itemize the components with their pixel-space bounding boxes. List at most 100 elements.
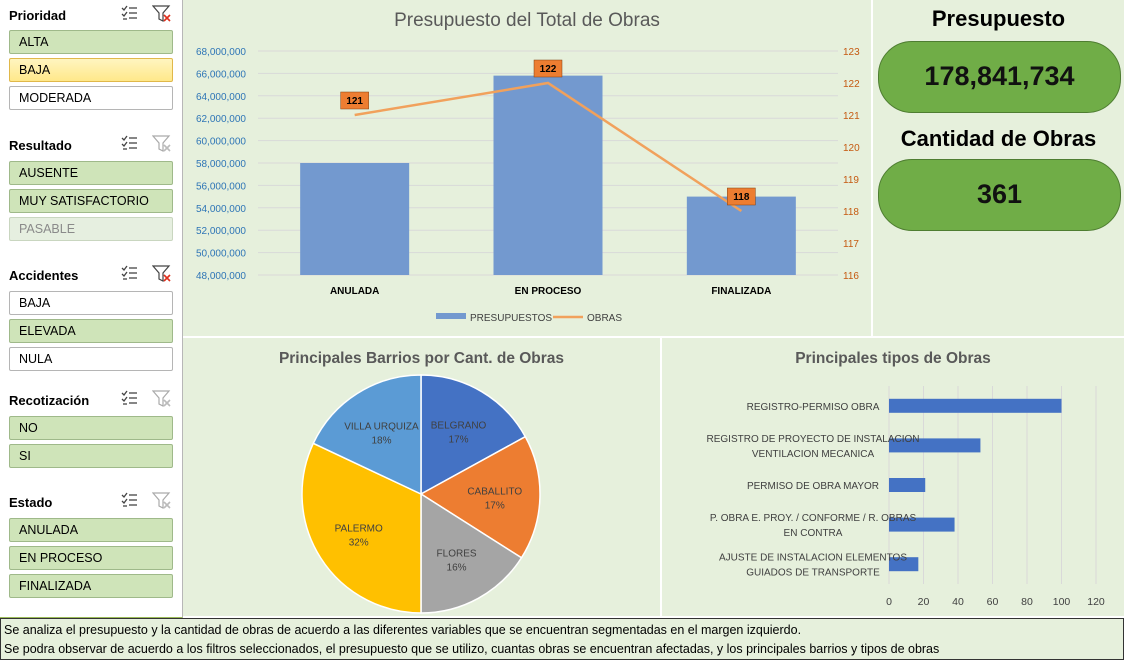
y-tick-label: 60,000,000	[196, 137, 246, 148]
pie-slice	[419, 435, 541, 559]
count-kpi-value: 361	[878, 159, 1121, 231]
svg-text:BELGRANO: BELGRANO	[431, 420, 487, 431]
slicer-title: Estado	[9, 495, 53, 510]
slicer-item[interactable]: FINALIZADA	[9, 574, 173, 598]
work-type-bar	[889, 478, 926, 492]
y2-tick-label: 120	[843, 143, 860, 154]
work-types-chart-title: Principales tipos de Obras	[795, 350, 991, 367]
budget-combo-chart: 48,000,000 50,000,000 52,000,000 54,000,000…	[196, 47, 860, 324]
multi-select-icon[interactable]	[120, 264, 138, 282]
x-tick-label: FINALIZADA	[711, 286, 771, 297]
work-type-bar	[889, 398, 1062, 413]
y-tick-label: 56,000,000	[196, 181, 246, 192]
neighborhood-chart-panel: Principales Barrios por Cant. de Obras B…	[183, 338, 660, 616]
budget-bar	[686, 196, 796, 275]
budget-chart-title: Presupuesto del Total de Obras	[394, 10, 660, 31]
svg-text:16%: 16%	[447, 563, 467, 574]
category-label: PERMISO DE OBRA MAYOR	[747, 481, 879, 492]
legend-works-label: OBRAS	[587, 313, 622, 324]
x-tick-label: 60	[987, 596, 999, 608]
slicer-title: Resultado	[9, 138, 72, 153]
svg-text:REGISTRO-PERMISO OBRA: REGISTRO-PERMISO OBRA	[747, 402, 880, 413]
slicer-1: Resultado AUSENTE MUY SATISFACTORIO PASABLE	[0, 130, 183, 261]
work-type-bar	[889, 517, 955, 532]
svg-text:121: 121	[346, 96, 363, 107]
multi-select-icon[interactable]	[120, 4, 138, 22]
work-types-bar-chart: 0 20 40 60 80 100 120 REGISTRO-PERMISO OBRA REGI…	[707, 386, 1105, 608]
svg-text:CABALLITO: CABALLITO	[467, 486, 522, 497]
slicer-item[interactable]: PASABLE	[9, 217, 173, 241]
x-tick-label: ANULADA	[330, 286, 379, 297]
slicer-title: Recotización	[9, 393, 90, 408]
description-line-1: Se analiza el presupuesto y la cantidad …	[4, 623, 802, 637]
work-types-chart-panel: Principales tipos de Obras 0 20 40 60 80 100 1…	[662, 338, 1124, 616]
pie-slice-label: FLORES 16%	[437, 549, 477, 574]
clear-filter-icon[interactable]	[151, 491, 171, 509]
y-tick-label: 48,000,000	[196, 271, 246, 282]
category-label: REGISTRO DE PROYECTO DE INSTALACION VENTI…	[707, 434, 920, 460]
x-tick-label: 20	[918, 596, 930, 608]
clear-filter-icon[interactable]	[151, 264, 171, 282]
y2-tick-label: 117	[843, 239, 859, 250]
work-type-bar	[889, 557, 919, 572]
slicer-item[interactable]: NULA	[9, 347, 173, 371]
svg-text:17%: 17%	[485, 500, 505, 511]
slicer-item[interactable]: NO	[9, 416, 173, 440]
pie-slice-label: CABALLITO 17%	[467, 486, 522, 511]
slicer-item[interactable]: BAJA	[9, 291, 173, 315]
clear-filter-icon[interactable]	[151, 134, 171, 152]
description-note: Se analiza el presupuesto y la cantidad …	[0, 618, 1124, 660]
y-tick-label: 68,000,000	[196, 47, 246, 58]
slicer-title: Accidentes	[9, 268, 79, 283]
slicer-item[interactable]: BAJA	[9, 58, 173, 82]
work-type-bar	[889, 438, 981, 453]
slicer-item[interactable]: MODERADA	[9, 86, 173, 110]
multi-select-icon[interactable]	[120, 134, 138, 152]
neighborhood-chart-title: Principales Barrios por Cant. de Obras	[278, 350, 565, 367]
neighborhood-pie-chart: BELGRANO 17% CABALLITO 17% FLORES 16% PALERMO 3…	[301, 374, 541, 614]
y2-tick-label: 116	[843, 271, 859, 282]
pie-slice	[420, 492, 523, 614]
clear-filter-icon[interactable]	[151, 389, 171, 407]
slicer-item[interactable]: ALTA	[9, 30, 173, 54]
y-tick-label: 66,000,000	[196, 69, 246, 80]
svg-text:GUIADOS DE TRANSPORTE: GUIADOS DE TRANSPORTE	[746, 568, 880, 579]
slicer-item[interactable]: ANULADA	[9, 518, 173, 542]
slicer-title: Prioridad	[9, 8, 67, 23]
budget-chart-panel: Presupuesto del Total de Obras 48,000,00…	[183, 0, 871, 336]
svg-text:118: 118	[733, 192, 750, 203]
slicer-4: Estado ANULADA EN PROCESO FINALIZADA	[0, 487, 183, 618]
slicer-2: Accidentes BAJA ELEVADA NULA	[0, 260, 183, 386]
y-tick-label: 62,000,000	[196, 114, 246, 125]
svg-text:PERMISO DE OBRA MAYOR: PERMISO DE OBRA MAYOR	[747, 481, 879, 492]
slicer-item[interactable]: MUY SATISFACTORIO	[9, 189, 173, 213]
svg-text:REGISTRO DE PROYECTO DE INSTAL: REGISTRO DE PROYECTO DE INSTALACION	[707, 434, 920, 445]
clear-filter-icon[interactable]	[151, 4, 171, 22]
y2-tick-label: 123	[843, 47, 860, 58]
svg-text:EN CONTRA: EN CONTRA	[784, 528, 843, 539]
multi-select-icon[interactable]	[120, 491, 138, 509]
svg-text:PALERMO: PALERMO	[335, 524, 383, 535]
multi-select-icon[interactable]	[120, 389, 138, 407]
svg-text:AJUSTE DE INSTALACION ELEMENTO: AJUSTE DE INSTALACION ELEMENTOS	[719, 553, 907, 564]
slicer-item[interactable]: ELEVADA	[9, 319, 173, 343]
y2-tick-label: 121	[843, 111, 860, 122]
x-tick-label: 0	[886, 596, 892, 608]
svg-text:18%: 18%	[371, 436, 391, 447]
budget-bar	[493, 75, 603, 275]
pie-slice	[420, 374, 527, 496]
category-label: P. OBRA E. PROY. / CONFORME / R. OBRAS EN…	[710, 513, 917, 539]
slicer-item[interactable]: EN PROCESO	[9, 546, 173, 570]
slicer-item[interactable]: AUSENTE	[9, 161, 173, 185]
slicer-0: Prioridad ALTA BAJA MODERADA	[0, 0, 183, 131]
budget-bar	[300, 163, 410, 275]
category-label: REGISTRO-PERMISO OBRA	[747, 402, 880, 413]
slicer-item[interactable]: SI	[9, 444, 173, 468]
y-tick-label: 54,000,000	[196, 204, 246, 215]
y-tick-label: 58,000,000	[196, 159, 246, 170]
x-tick-label: 120	[1087, 596, 1105, 608]
svg-text:17%: 17%	[449, 434, 469, 445]
x-tick-label: 80	[1021, 596, 1033, 608]
works-data-label: 122	[533, 59, 563, 78]
budget-kpi-value: 178,841,734	[878, 41, 1121, 113]
